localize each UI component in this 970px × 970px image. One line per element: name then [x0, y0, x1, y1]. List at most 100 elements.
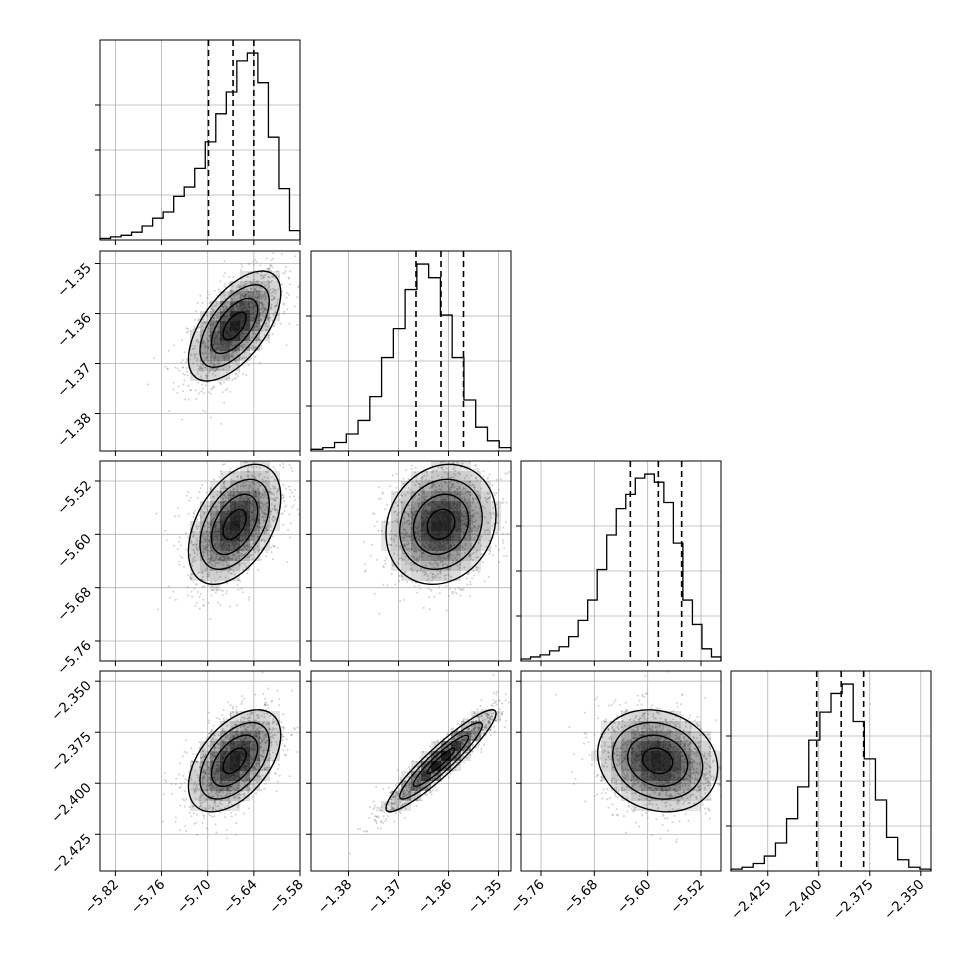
scatter-point	[190, 539, 193, 542]
scatter-point	[282, 496, 285, 499]
scatter-point	[194, 356, 197, 359]
scatter-point	[237, 804, 240, 807]
scatter-point	[418, 482, 421, 485]
scatter-point	[219, 308, 222, 311]
scatter-point	[257, 492, 260, 495]
density-cell	[190, 361, 200, 371]
scatter-point	[211, 367, 214, 370]
scatter-point	[476, 527, 479, 530]
scatter-point	[273, 504, 276, 507]
scatter-point	[250, 459, 252, 461]
scatter-point	[397, 511, 400, 514]
scatter-point	[468, 555, 471, 558]
density-cell	[401, 511, 411, 521]
scatter-point	[294, 488, 297, 491]
scatter-point	[252, 548, 255, 551]
scatter-point	[412, 544, 415, 547]
scatter-point	[484, 529, 487, 532]
scatter-point	[211, 305, 214, 308]
scatter-point	[198, 326, 201, 329]
scatter-point	[273, 508, 276, 511]
scatter-point	[493, 494, 496, 497]
scatter-point	[258, 322, 261, 325]
scatter-point	[208, 369, 211, 372]
scatter-point	[200, 377, 203, 380]
scatter-point	[424, 443, 426, 445]
density-cell	[270, 291, 280, 301]
scatter-point	[208, 505, 211, 508]
scatter-point	[397, 553, 400, 556]
scatter-point	[208, 293, 211, 296]
contour-line	[199, 478, 270, 571]
scatter-point	[419, 485, 422, 488]
scatter-point	[216, 793, 219, 796]
scatter-point	[222, 558, 225, 561]
scatter-point	[185, 327, 188, 330]
density-cell	[210, 561, 220, 571]
scatter-point	[246, 475, 249, 478]
scatter-point	[219, 382, 222, 385]
scatter-point	[209, 559, 212, 562]
scatter-point	[239, 475, 242, 478]
density-cell	[210, 491, 220, 501]
scatter-point	[275, 304, 278, 307]
scatter-point	[201, 545, 204, 548]
scatter-point	[246, 713, 249, 716]
scatter-point	[198, 318, 201, 321]
scatter-point	[253, 289, 256, 292]
scatter-point	[428, 596, 431, 599]
scatter-point	[235, 723, 238, 726]
scatter-point	[252, 542, 255, 545]
scatter-point	[262, 496, 265, 499]
scatter-point	[463, 551, 466, 554]
scatter-point	[204, 374, 207, 377]
scatter-point	[258, 549, 261, 552]
contour-line	[222, 311, 247, 341]
scatter-point	[254, 324, 257, 327]
scatter-point	[195, 543, 198, 546]
scatter-point	[270, 275, 273, 278]
scatter-point	[460, 456, 462, 458]
scatter-point	[461, 546, 464, 549]
scatter-point	[241, 780, 244, 783]
scatter-point	[248, 543, 251, 546]
scatter-point	[263, 307, 266, 310]
scatter-point	[422, 496, 425, 499]
scatter-point	[232, 491, 235, 494]
scatter-point	[265, 480, 268, 483]
scatter-point	[258, 456, 260, 458]
scatter-point	[274, 509, 277, 512]
scatter-point	[262, 721, 265, 724]
scatter-point	[257, 550, 260, 553]
density-cell	[220, 471, 230, 481]
scatter-point	[473, 486, 476, 489]
density-cell	[250, 281, 260, 291]
scatter-point	[209, 359, 212, 362]
scatter-point	[263, 513, 266, 516]
scatter-point	[200, 351, 203, 354]
scatter-point	[224, 283, 227, 286]
scatter-point	[271, 248, 273, 250]
scatter-point	[267, 766, 270, 769]
scatter-point	[422, 489, 425, 492]
scatter-point	[207, 711, 210, 714]
scatter-point	[495, 478, 498, 481]
density-cell	[210, 581, 220, 591]
scatter-point	[269, 753, 272, 756]
scatter-point	[197, 341, 200, 344]
scatter-point	[205, 491, 208, 494]
scatter-point	[197, 368, 200, 371]
scatter-point	[284, 487, 287, 490]
scatter-point	[209, 388, 212, 391]
scatter-point	[397, 562, 400, 565]
scatter-point	[264, 307, 267, 310]
scatter-point	[255, 296, 258, 299]
scatter-point	[373, 525, 376, 528]
scatter-point	[419, 479, 422, 482]
scatter-point	[262, 294, 265, 297]
scatter-point	[261, 502, 264, 505]
scatter-point	[251, 466, 254, 469]
density-cell	[391, 491, 401, 501]
scatter-point	[208, 539, 211, 542]
scatter-point	[193, 328, 196, 331]
